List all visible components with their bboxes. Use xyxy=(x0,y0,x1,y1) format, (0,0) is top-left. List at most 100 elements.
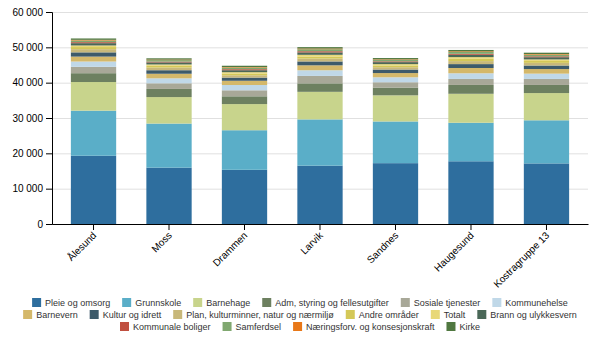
legend-swatch xyxy=(346,310,355,319)
legend-swatch xyxy=(477,310,486,319)
bar xyxy=(71,39,116,41)
bar xyxy=(297,51,342,52)
bar xyxy=(146,74,191,79)
y-tick-mark xyxy=(46,118,52,119)
x-tick: Larvik xyxy=(298,224,325,256)
x-tick: Haugesund xyxy=(432,224,476,274)
bar xyxy=(297,49,342,51)
bar xyxy=(373,70,418,74)
bar xyxy=(373,82,418,87)
y-tick: 10 000 xyxy=(12,183,52,194)
legend-label: Totalt xyxy=(444,310,466,320)
plot: 010 00020 00030 00040 00050 00060 000Åle… xyxy=(12,7,588,290)
bar xyxy=(524,57,569,59)
y-tick-mark xyxy=(46,83,52,84)
bar xyxy=(297,55,342,57)
legend-item: Kultur og idrett xyxy=(90,310,162,320)
bar xyxy=(448,52,493,54)
bar xyxy=(222,104,267,130)
grid-tick xyxy=(52,47,588,48)
x-tick: Ålesund xyxy=(64,224,98,263)
bar xyxy=(146,97,191,124)
legend-item: Totalt xyxy=(431,310,466,320)
bar xyxy=(146,62,191,64)
bar xyxy=(297,92,342,120)
bar xyxy=(146,59,191,60)
bar xyxy=(297,56,342,58)
bar xyxy=(222,67,267,68)
bar xyxy=(297,65,342,70)
grid xyxy=(52,13,588,225)
legend-label: Sosiale tjenester xyxy=(414,298,481,308)
bar xyxy=(222,75,267,77)
bar xyxy=(524,55,569,57)
legend-swatch xyxy=(173,310,182,319)
legend-label: Pleie og omsorg xyxy=(45,298,110,308)
bar xyxy=(448,73,493,79)
legend-label: Brann og ulykkesvern xyxy=(490,310,577,320)
legend-item: Næringsforv. og konsesjonskraft xyxy=(293,322,435,332)
bar xyxy=(448,85,493,94)
bar xyxy=(524,85,569,93)
legend-label: Kommunehelse xyxy=(505,298,568,308)
legend-swatch xyxy=(262,298,271,307)
series xyxy=(71,82,569,130)
bar xyxy=(297,166,342,224)
bar xyxy=(373,95,418,121)
bar xyxy=(71,43,116,45)
grid-tick xyxy=(52,12,588,13)
y-tick-mark xyxy=(46,47,52,48)
bar xyxy=(146,58,191,59)
bar xyxy=(524,54,569,56)
bar xyxy=(146,70,191,74)
bar xyxy=(146,60,191,62)
bar xyxy=(373,163,418,224)
bar xyxy=(373,77,418,82)
series xyxy=(71,62,569,91)
y-tick-label: 20 000 xyxy=(12,148,43,159)
y-tick-label: 60 000 xyxy=(12,7,43,18)
x-axis: ÅlesundMossDrammenLarvikSandnesHaugesund… xyxy=(53,224,589,290)
x-tick-mark xyxy=(93,224,94,230)
bar xyxy=(71,40,116,42)
grid-line xyxy=(52,12,588,13)
bar xyxy=(222,68,267,70)
bar xyxy=(146,89,191,97)
legend-swatch xyxy=(431,310,440,319)
y-tick: 0 xyxy=(37,219,52,230)
legend: Pleie og omsorgGrunnskoleBarnehageAdm, s… xyxy=(23,298,577,332)
x-tick-label: Moss xyxy=(149,230,174,255)
bar xyxy=(524,61,569,63)
bar xyxy=(373,65,418,67)
x-tick-label: Ålesund xyxy=(64,229,98,263)
bar xyxy=(71,62,116,67)
x-tick: Kostragruppe 13 xyxy=(491,224,551,290)
legend-label: Grunnskole xyxy=(135,298,181,308)
bar xyxy=(448,68,493,73)
bar xyxy=(373,60,418,62)
series xyxy=(71,49,569,77)
legend-item: Barnehage xyxy=(193,298,250,308)
legend-label: Barnehage xyxy=(206,298,250,308)
bar xyxy=(448,123,493,162)
bar xyxy=(297,61,342,65)
legend-swatch xyxy=(122,298,131,307)
x-tick-mark xyxy=(395,224,396,230)
bar xyxy=(222,85,267,90)
series xyxy=(71,111,569,170)
series xyxy=(71,45,569,73)
bar xyxy=(71,47,116,49)
legend-item: Plan, kulturminner, natur og nærmiljø xyxy=(173,310,334,320)
series xyxy=(71,67,569,96)
bar xyxy=(71,111,116,156)
bar xyxy=(373,64,418,65)
x-tick-mark xyxy=(169,224,170,230)
bar xyxy=(373,62,418,64)
bar xyxy=(71,45,116,47)
bar xyxy=(448,55,493,57)
y-axis-line xyxy=(46,13,53,225)
x-tick: Moss xyxy=(149,224,174,254)
series xyxy=(71,42,569,70)
bar xyxy=(524,69,569,74)
bar xyxy=(373,121,418,163)
